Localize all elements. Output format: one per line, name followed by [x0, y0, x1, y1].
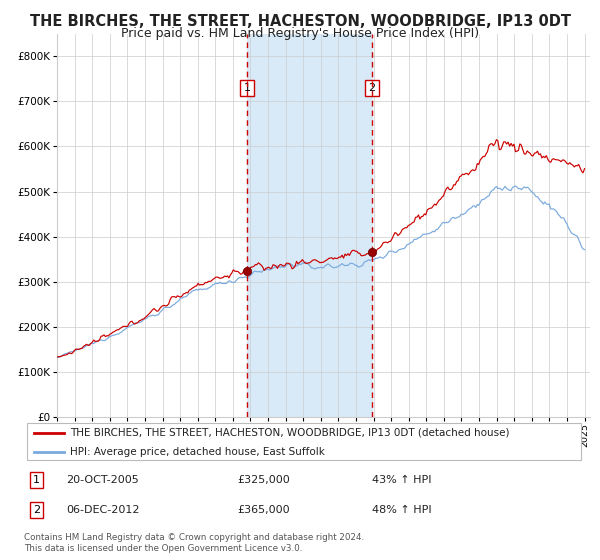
- Text: £365,000: £365,000: [237, 505, 290, 515]
- Text: 1: 1: [33, 475, 40, 486]
- Text: 43% ↑ HPI: 43% ↑ HPI: [372, 475, 431, 486]
- Text: 2: 2: [368, 83, 376, 93]
- Text: £325,000: £325,000: [237, 475, 290, 486]
- Text: THE BIRCHES, THE STREET, HACHESTON, WOODBRIDGE, IP13 0DT: THE BIRCHES, THE STREET, HACHESTON, WOOD…: [29, 14, 571, 29]
- Text: HPI: Average price, detached house, East Suffolk: HPI: Average price, detached house, East…: [70, 447, 325, 458]
- Text: 1: 1: [244, 83, 250, 93]
- Text: THE BIRCHES, THE STREET, HACHESTON, WOODBRIDGE, IP13 0DT (detached house): THE BIRCHES, THE STREET, HACHESTON, WOOD…: [70, 428, 509, 438]
- Text: 20-OCT-2005: 20-OCT-2005: [66, 475, 139, 486]
- Text: 06-DEC-2012: 06-DEC-2012: [66, 505, 140, 515]
- Text: 48% ↑ HPI: 48% ↑ HPI: [372, 505, 431, 515]
- Text: Price paid vs. HM Land Registry's House Price Index (HPI): Price paid vs. HM Land Registry's House …: [121, 27, 479, 40]
- Text: Contains HM Land Registry data © Crown copyright and database right 2024.
This d: Contains HM Land Registry data © Crown c…: [24, 533, 364, 553]
- Bar: [247, 34, 372, 417]
- FancyBboxPatch shape: [27, 423, 581, 460]
- Text: 2: 2: [33, 505, 40, 515]
